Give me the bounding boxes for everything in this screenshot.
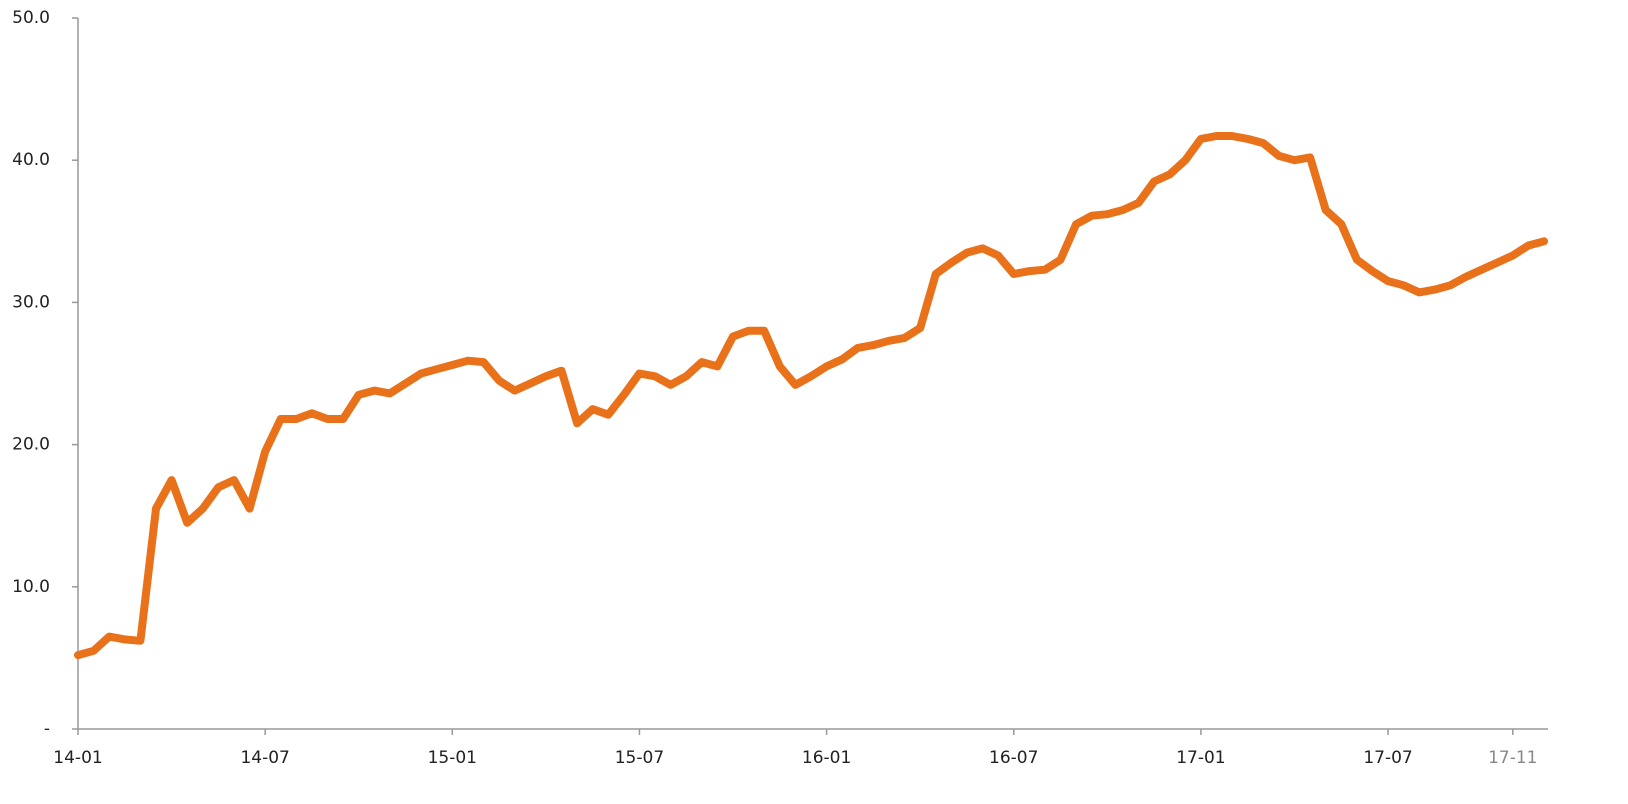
x-tick-label: 15-07 xyxy=(615,748,664,768)
y-tick-label: 40.0 xyxy=(12,150,50,170)
y-tick-label: 50.0 xyxy=(12,8,50,28)
data-line xyxy=(74,132,1548,660)
y-tick-label: 20.0 xyxy=(12,435,50,455)
x-tick-label: 17-11 xyxy=(1488,748,1537,768)
x-tick-label: 16-01 xyxy=(802,748,851,768)
x-tick-label: 15-01 xyxy=(428,748,477,768)
x-tick-label: 14-01 xyxy=(53,748,102,768)
x-tick-label: 14-07 xyxy=(240,748,289,768)
x-tick-label: 17-07 xyxy=(1363,748,1412,768)
y-tick-label: 10.0 xyxy=(12,577,50,597)
y-tick-label: - xyxy=(44,719,50,739)
x-tick-label: 17-01 xyxy=(1176,748,1225,768)
y-tick-label: 30.0 xyxy=(12,292,50,312)
x-tick-label: 16-07 xyxy=(989,748,1038,768)
